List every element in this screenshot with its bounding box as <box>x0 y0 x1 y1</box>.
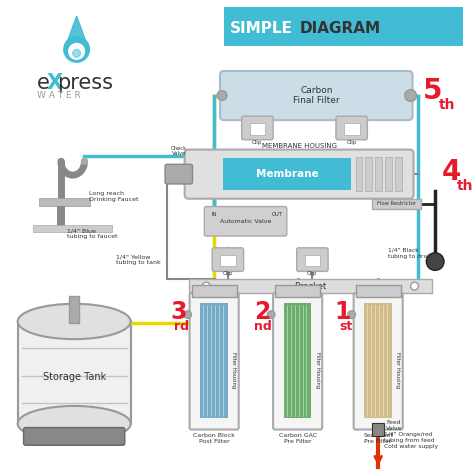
Circle shape <box>267 310 275 319</box>
Circle shape <box>217 91 227 100</box>
FancyBboxPatch shape <box>212 248 244 272</box>
Bar <box>372 423 384 437</box>
Bar <box>365 157 372 191</box>
Text: X: X <box>46 73 62 93</box>
Circle shape <box>64 36 90 62</box>
Circle shape <box>202 282 210 290</box>
Text: 1/4" Black
tubing to drain: 1/4" Black tubing to drain <box>388 248 433 259</box>
Bar <box>57 206 65 227</box>
Bar <box>33 225 112 232</box>
Text: Bracket: Bracket <box>294 282 327 291</box>
FancyBboxPatch shape <box>354 293 403 429</box>
Bar <box>249 123 265 135</box>
Text: 1: 1 <box>334 300 351 324</box>
Text: st: st <box>339 319 353 333</box>
FancyBboxPatch shape <box>185 150 413 199</box>
Text: press: press <box>57 73 113 93</box>
Bar <box>365 303 392 418</box>
Bar <box>18 321 131 424</box>
Circle shape <box>348 310 356 319</box>
Text: rd: rd <box>173 319 189 333</box>
Bar <box>39 198 91 206</box>
Bar <box>69 296 79 323</box>
Text: Long reach
Drinking Faucet: Long reach Drinking Faucet <box>90 191 139 201</box>
FancyBboxPatch shape <box>204 207 287 236</box>
Text: th: th <box>457 179 473 193</box>
Circle shape <box>426 253 444 270</box>
Text: Carbon Block
Post Filter: Carbon Block Post Filter <box>193 433 235 444</box>
Circle shape <box>82 158 87 164</box>
Text: W A T E R: W A T E R <box>37 91 81 100</box>
Ellipse shape <box>18 406 131 441</box>
Text: 2: 2 <box>254 300 270 324</box>
FancyBboxPatch shape <box>297 248 328 272</box>
Text: th: th <box>439 98 456 111</box>
Bar <box>344 123 359 135</box>
Text: Clip: Clip <box>252 140 263 145</box>
Text: Filter Housing: Filter Housing <box>395 353 401 389</box>
Text: Filter Housing: Filter Housing <box>315 353 320 389</box>
Bar <box>304 255 320 266</box>
Text: 1/4" Yellow
tubing to tank: 1/4" Yellow tubing to tank <box>116 255 161 265</box>
Text: MEMBRANE HOUSING: MEMBRANE HOUSING <box>262 143 337 148</box>
Bar <box>356 285 401 297</box>
Bar <box>395 157 402 191</box>
Text: Clip: Clip <box>346 140 357 145</box>
Text: 1/4" Orange/red
tubing from feed
Cold water supply: 1/4" Orange/red tubing from feed Cold wa… <box>384 432 438 449</box>
Bar <box>191 285 237 297</box>
Circle shape <box>184 310 191 319</box>
Bar <box>201 303 228 418</box>
Text: 1/4" Blue
tubing to faucet: 1/4" Blue tubing to faucet <box>67 228 117 239</box>
Text: IN: IN <box>211 212 217 218</box>
Bar <box>189 279 432 293</box>
Text: Filter Housing: Filter Housing <box>231 353 237 389</box>
Text: Carbon
Final Filter: Carbon Final Filter <box>293 86 339 105</box>
Text: OUT: OUT <box>272 212 283 218</box>
Text: Check
Valve: Check Valve <box>171 146 187 156</box>
FancyBboxPatch shape <box>273 293 322 429</box>
Bar <box>372 199 421 210</box>
Text: Feed
Valve: Feed Valve <box>386 419 402 430</box>
Text: Carbon GAC
Pre Filter: Carbon GAC Pre Filter <box>279 433 317 444</box>
Bar <box>224 7 463 46</box>
Bar <box>284 303 311 418</box>
Bar <box>356 157 363 191</box>
Text: 3: 3 <box>170 300 187 324</box>
Circle shape <box>73 49 81 57</box>
FancyBboxPatch shape <box>24 428 125 445</box>
FancyBboxPatch shape <box>336 116 367 140</box>
Bar <box>375 157 382 191</box>
Bar <box>275 285 320 297</box>
Text: Flow Restrictor: Flow Restrictor <box>377 201 417 206</box>
Circle shape <box>405 90 417 101</box>
Polygon shape <box>64 16 90 51</box>
Text: Membrane: Membrane <box>255 169 318 179</box>
Text: DIAGRAM: DIAGRAM <box>300 21 381 36</box>
FancyBboxPatch shape <box>165 164 192 184</box>
Text: 4: 4 <box>442 158 461 186</box>
Text: Sediment
Pre Filter: Sediment Pre Filter <box>363 433 393 444</box>
FancyBboxPatch shape <box>220 71 412 120</box>
Text: Storage Tank: Storage Tank <box>43 373 106 383</box>
Text: SIMPLE: SIMPLE <box>230 21 293 36</box>
FancyBboxPatch shape <box>190 293 239 429</box>
Text: e: e <box>37 73 50 93</box>
Text: Automatic Valve: Automatic Valve <box>220 219 271 224</box>
Text: nd: nd <box>255 319 272 333</box>
Text: 5: 5 <box>422 77 442 105</box>
Bar <box>385 157 392 191</box>
Circle shape <box>69 44 84 59</box>
Bar <box>220 255 236 266</box>
Ellipse shape <box>18 304 131 339</box>
FancyBboxPatch shape <box>242 116 273 140</box>
Text: Clip: Clip <box>307 272 318 276</box>
Bar <box>223 158 351 190</box>
Text: Clip: Clip <box>223 272 233 276</box>
Circle shape <box>410 282 419 290</box>
